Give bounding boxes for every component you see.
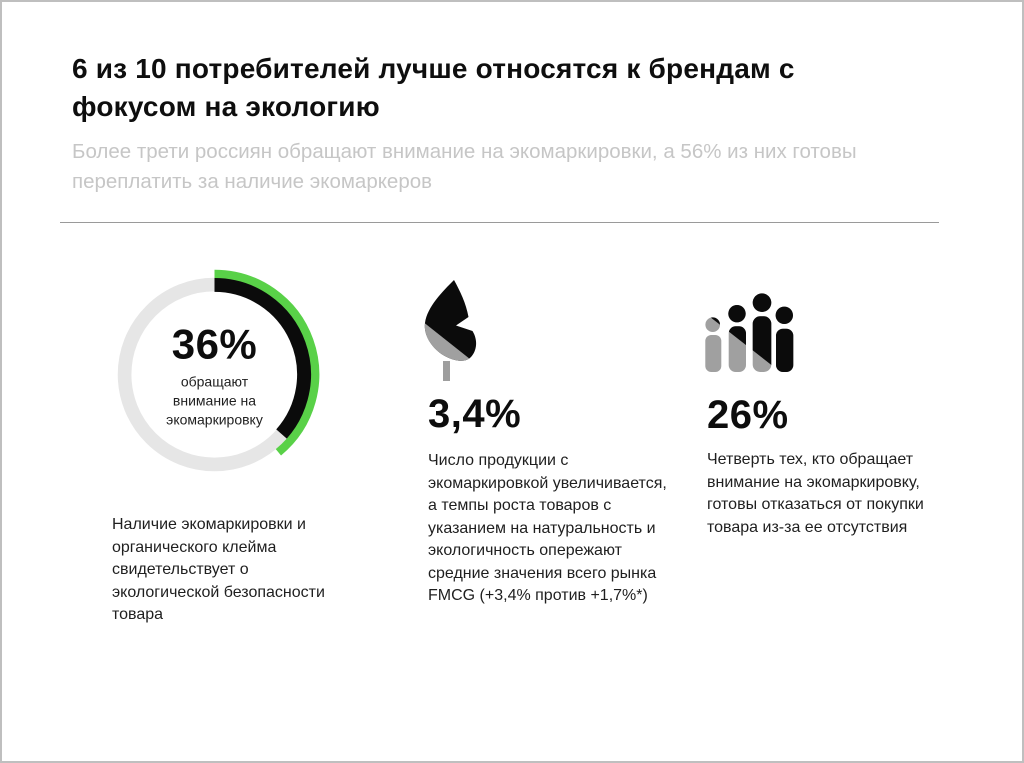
header-divider bbox=[60, 222, 939, 223]
header: 6 из 10 потребителей лучше относятся к б… bbox=[72, 50, 952, 197]
stat-value-refusal: 26% bbox=[707, 393, 789, 437]
donut-center: 36% обращают внимание на экомаркировку bbox=[140, 320, 290, 429]
donut-center-label: обращают внимание на экомаркировку bbox=[166, 373, 263, 427]
stat-description-growth: Число продукции с экомаркировкой увеличи… bbox=[428, 452, 667, 604]
people-group-icon bbox=[705, 293, 794, 372]
page-title: 6 из 10 потребителей лучше относятся к б… bbox=[72, 53, 795, 122]
footer: NielsenIQ Источник: NielsenIQ Consumer &… bbox=[2, 647, 1022, 761]
donut-chart-svg bbox=[117, 269, 320, 472]
leaf-stem bbox=[443, 361, 450, 381]
donut-center-value: 36% bbox=[171, 320, 258, 367]
donut-highlight-arc bbox=[214, 269, 320, 456]
stat-description-ecolabel: Наличие экомаркировки и органического кл… bbox=[112, 516, 325, 623]
donut-chart: 36% обращают внимание на экомаркировку bbox=[107, 267, 322, 482]
leaf-icon bbox=[424, 280, 477, 381]
donut-value-arc bbox=[214, 277, 312, 440]
stat-value-growth: 3,4% bbox=[428, 392, 522, 436]
stat-description-refusal: Четверть тех, кто обращает внимание на э… bbox=[707, 451, 924, 536]
page-subtitle: Более трети россиян обращают внимание на… bbox=[72, 140, 857, 193]
